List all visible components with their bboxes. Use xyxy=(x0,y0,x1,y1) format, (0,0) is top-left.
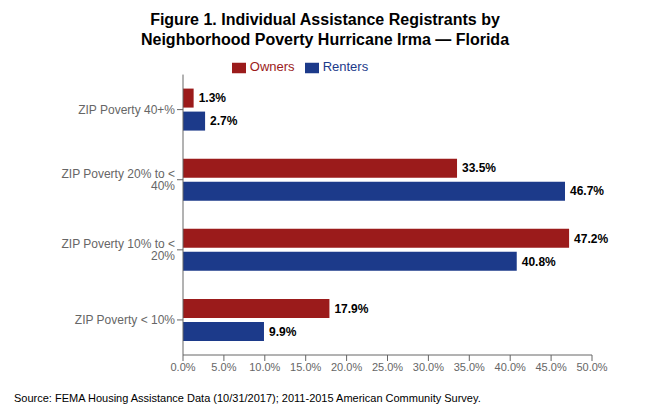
svg-text:20.0%: 20.0% xyxy=(331,361,362,373)
svg-text:5.0%: 5.0% xyxy=(211,361,236,373)
svg-text:46.7%: 46.7% xyxy=(570,184,604,198)
svg-text:45.0%: 45.0% xyxy=(535,361,566,373)
svg-text:33.5%: 33.5% xyxy=(462,161,496,175)
html-text:Neighborhood Poverty Hurricane: Neighborhood Poverty Hurricane Irma — Fl… xyxy=(141,31,509,48)
svg-text:1.3%: 1.3% xyxy=(199,91,227,105)
html-text:Source: FEMA Housing Assistanc: Source: FEMA Housing Assistance Data (10… xyxy=(14,392,481,404)
svg-text:17.9%: 17.9% xyxy=(334,302,368,316)
svg-text:ZIP Poverty 40+%: ZIP Poverty 40+% xyxy=(78,103,175,117)
svg-text:ZIP Poverty < 10%: ZIP Poverty < 10% xyxy=(75,313,175,327)
svg-text:35.0%: 35.0% xyxy=(454,361,485,373)
html-text:Renters: Renters xyxy=(322,59,369,74)
svg-text:25.0%: 25.0% xyxy=(372,361,403,373)
html-text:Owners: Owners xyxy=(249,59,295,74)
svg-text:10.0%: 10.0% xyxy=(249,361,280,373)
svg-text:0.0%: 0.0% xyxy=(170,361,195,373)
svg-text:50.0%: 50.0% xyxy=(576,361,607,373)
svg-text:30.0%: 30.0% xyxy=(413,361,444,373)
svg-text:ZIP Poverty 10% to <20%: ZIP Poverty 10% to <20% xyxy=(61,237,175,263)
svg-text:40.0%: 40.0% xyxy=(495,361,526,373)
svg-text:9.9%: 9.9% xyxy=(269,325,297,339)
svg-text:47.2%: 47.2% xyxy=(574,232,608,246)
svg-text:40.8%: 40.8% xyxy=(522,255,556,269)
svg-text:2.7%: 2.7% xyxy=(210,114,238,128)
html-text:Figure 1. Individual Assistanc: Figure 1. Individual Assistance Registra… xyxy=(150,11,500,28)
svg-text:ZIP Poverty 20% to <40%: ZIP Poverty 20% to <40% xyxy=(61,167,175,193)
svg-text:15.0%: 15.0% xyxy=(290,361,321,373)
